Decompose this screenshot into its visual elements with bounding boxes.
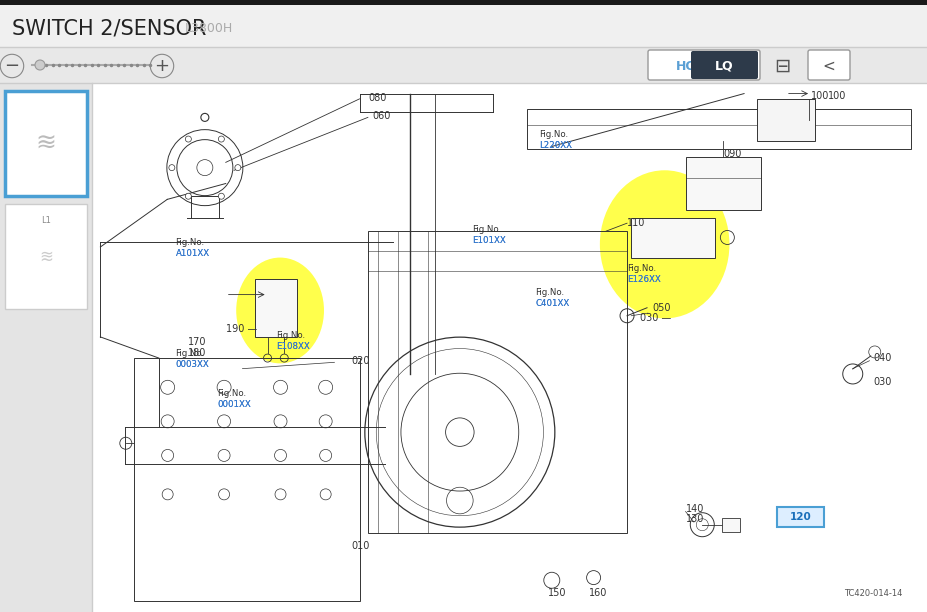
FancyBboxPatch shape — [807, 50, 849, 80]
Bar — [0, 83, 92, 612]
Text: E101XX: E101XX — [472, 236, 505, 245]
Text: E108XX: E108XX — [275, 341, 310, 351]
Text: 050: 050 — [652, 303, 670, 313]
Circle shape — [218, 193, 224, 200]
Bar — [255, 278, 297, 337]
FancyBboxPatch shape — [647, 50, 759, 80]
Text: ≋: ≋ — [35, 132, 57, 155]
Text: −: − — [5, 57, 19, 75]
Circle shape — [185, 193, 191, 200]
Circle shape — [235, 165, 241, 171]
Text: 030: 030 — [872, 377, 891, 387]
Text: 170: 170 — [188, 337, 207, 347]
Text: 080: 080 — [367, 93, 386, 103]
Text: Fig.No.: Fig.No. — [472, 225, 501, 234]
Bar — [5, 91, 87, 196]
Circle shape — [35, 60, 44, 70]
Text: 130: 130 — [685, 515, 704, 524]
Text: 100: 100 — [827, 91, 845, 101]
Text: Fig.No.: Fig.No. — [535, 288, 564, 297]
Text: 020: 020 — [350, 356, 369, 366]
Text: Fig.No.: Fig.No. — [275, 330, 305, 340]
Bar — [756, 99, 814, 141]
Circle shape — [218, 136, 224, 142]
Text: Fig.No.: Fig.No. — [175, 238, 205, 247]
Text: 180: 180 — [188, 348, 207, 358]
FancyBboxPatch shape — [691, 51, 757, 79]
Text: L220XX: L220XX — [539, 141, 572, 149]
Ellipse shape — [599, 170, 729, 318]
Bar — [721, 518, 740, 532]
FancyBboxPatch shape — [776, 507, 823, 527]
Text: ≋: ≋ — [39, 247, 53, 266]
Text: E126XX: E126XX — [627, 275, 660, 285]
Text: 190 —: 190 — — [225, 324, 257, 334]
Text: HQ: HQ — [675, 59, 696, 72]
Bar — [527, 110, 910, 149]
Text: 040: 040 — [872, 353, 891, 363]
Text: E101XX: E101XX — [472, 236, 505, 245]
Text: <: < — [821, 59, 834, 73]
Text: Fig.No.: Fig.No. — [175, 349, 205, 358]
Text: 110: 110 — [627, 218, 644, 228]
Bar — [0, 47, 927, 83]
Text: 060: 060 — [372, 111, 390, 121]
Ellipse shape — [236, 258, 324, 364]
Bar — [367, 231, 627, 532]
Bar — [630, 218, 714, 258]
Text: C401XX: C401XX — [535, 299, 569, 308]
Text: ⊟: ⊟ — [773, 56, 789, 75]
Text: 0003XX: 0003XX — [175, 360, 210, 369]
Text: 120: 120 — [789, 512, 811, 522]
Bar — [0, 5, 927, 47]
Circle shape — [185, 136, 191, 142]
Text: L3800H: L3800H — [184, 21, 233, 34]
Text: SWITCH 2/SENSOR: SWITCH 2/SENSOR — [12, 18, 206, 38]
Text: TC420-014-14: TC420-014-14 — [844, 589, 902, 598]
Text: 0001XX: 0001XX — [217, 400, 251, 409]
Bar — [685, 157, 760, 210]
Text: A101XX: A101XX — [175, 249, 210, 258]
Bar — [5, 204, 87, 309]
Text: L1: L1 — [41, 216, 51, 225]
Text: E126XX: E126XX — [627, 275, 660, 285]
Text: 150: 150 — [547, 589, 565, 599]
Text: Fig.No.: Fig.No. — [627, 264, 655, 274]
Text: C401XX: C401XX — [535, 299, 569, 308]
Text: 010: 010 — [350, 541, 369, 551]
Bar — [92, 83, 927, 612]
Text: 0001XX: 0001XX — [217, 400, 251, 409]
Text: L220XX: L220XX — [539, 141, 572, 149]
Text: LQ: LQ — [714, 59, 732, 72]
Text: 140: 140 — [685, 504, 704, 514]
Text: 030 —: 030 — — [640, 313, 671, 323]
Circle shape — [169, 165, 174, 171]
Text: A101XX: A101XX — [175, 249, 210, 258]
Text: 100: 100 — [810, 91, 829, 101]
Text: 160: 160 — [589, 589, 607, 599]
Text: +: + — [154, 57, 170, 75]
Bar — [0, 0, 927, 5]
Bar — [133, 358, 359, 602]
Text: Fig.No.: Fig.No. — [217, 389, 247, 398]
Text: 0003XX: 0003XX — [175, 360, 210, 369]
Text: Fig.No.: Fig.No. — [539, 130, 567, 138]
Text: 090: 090 — [722, 149, 741, 159]
Text: E108XX: E108XX — [275, 341, 310, 351]
